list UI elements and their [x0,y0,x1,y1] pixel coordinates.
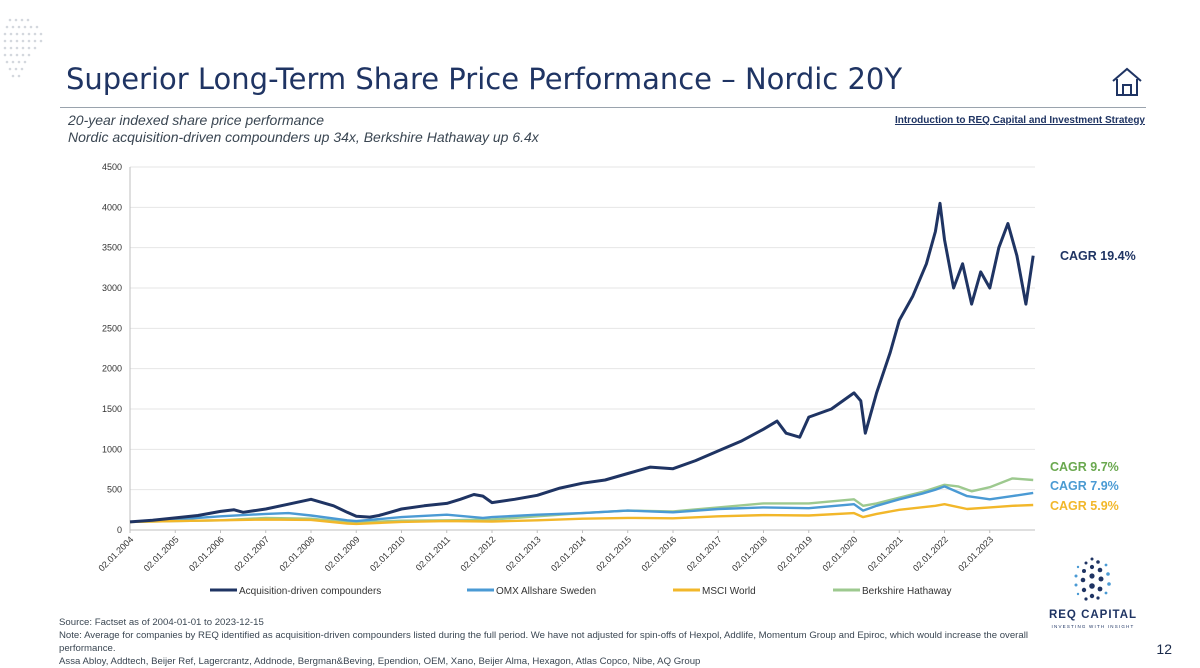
gridlines [129,166,1035,531]
legend-label: MSCI World [702,586,756,597]
x-tick-label: 02.01.2004 [96,534,135,573]
x-tick-label: 02.01.2020 [820,534,859,573]
intro-strategy-link[interactable]: Introduction to REQ Capital and Investme… [894,115,1145,126]
x-tick-label: 02.01.2017 [685,534,724,573]
page-number: 12 [1156,641,1172,657]
x-tick-label: 02.01.2010 [368,534,407,573]
y-axis-ticks: 0 500 1000 1500 2000 2500 3000 3500 4000 4500 [102,162,122,535]
home-icon[interactable] [1110,66,1144,98]
performance-line-chart: 0 500 1000 1500 2000 2500 3000 3500 4000 4500 02.… [96,162,1035,597]
x-tick-label: 02.01.2008 [277,534,316,573]
x-tick-label: 02.01.2007 [232,534,271,573]
decorative-dot-globe [3,18,43,78]
y-tick-label: 500 [107,485,122,495]
company-list-note: Assa Abloy, Addtech, Beijer Ref, Lagercr… [59,656,701,667]
legend-label: OMX Allshare Sweden [496,586,596,597]
req-capital-logo [1074,557,1111,601]
y-tick-label: 1500 [102,404,122,414]
legend-label: Acquisition-driven compounders [239,586,381,597]
y-tick-label: 2500 [102,323,122,333]
chart-legend: Acquisition-driven compounders OMX Allsha… [210,586,951,597]
slide-title: Superior Long-Term Share Price Performan… [66,62,903,96]
series-line-1 [129,485,1034,524]
cagr-label-msci: CAGR 5.9% [1050,499,1119,513]
chart-subtitle-highlight: Nordic acquisition-driven compounders up… [68,129,539,145]
x-tick-label: 02.01.2009 [323,534,362,573]
y-tick-label: 3000 [102,283,122,293]
x-tick-label: 02.01.2014 [549,534,588,573]
y-tick-label: 4000 [102,202,122,212]
series-lines [129,201,1035,526]
x-tick-label: 02.01.2015 [594,534,633,573]
series-line-0 [129,201,1035,524]
chart-subtitle: 20-year indexed share price performance [68,112,325,128]
y-tick-label: 2000 [102,364,122,374]
series-line-2 [129,503,1034,526]
x-tick-label: 02.01.2023 [956,534,995,573]
y-tick-label: 4500 [102,162,122,172]
x-tick-label: 02.01.2018 [730,534,769,573]
x-tick-label: 02.01.2012 [458,534,497,573]
cagr-label-berkshire: CAGR 9.7% [1050,460,1119,474]
x-tick-label: 02.01.2005 [142,534,181,573]
y-tick-label: 1000 [102,444,122,454]
cagr-label-omx: CAGR 7.9% [1050,479,1119,493]
footnotes: Source: Factset as of 2004-01-01 to 2023… [59,616,1039,668]
series-line-3 [129,477,1034,524]
x-tick-label: 02.01.2011 [414,534,452,572]
y-tick-label: 0 [117,525,122,535]
x-tick-label: 02.01.2022 [911,534,950,573]
title-divider [60,107,1146,108]
x-tick-label: 02.01.2013 [504,534,543,573]
x-tick-label: 02.01.2021 [866,534,905,573]
x-axis-ticks: 02.01.2004 02.01.2005 02.01.2006 02.01.2007… [96,530,995,573]
x-tick-label: 02.01.2006 [187,534,226,573]
x-tick-label: 02.01.2019 [775,534,814,573]
logo-wordmark: REQ CAPITAL [1048,609,1138,621]
methodology-note: Note: Average for companies by REQ ident… [59,630,1028,654]
legend-label: Berkshire Hathaway [862,586,951,597]
x-tick-label: 02.01.2016 [639,534,678,573]
cagr-label-compounders: CAGR 19.4% [1060,249,1136,263]
logo-tagline: INVESTING WITH INSIGHT [1051,624,1135,629]
source-note: Source: Factset as of 2004-01-01 to 2023… [59,617,264,628]
y-tick-label: 3500 [102,243,122,253]
